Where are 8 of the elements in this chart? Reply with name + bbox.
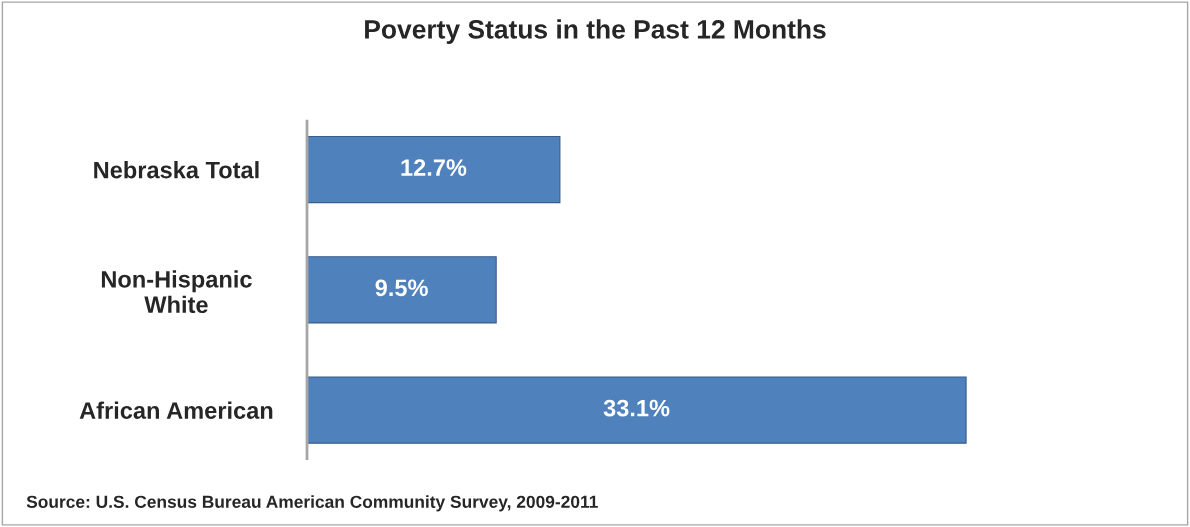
data-label: 9.5%: [375, 279, 428, 297]
y-tick-label: Non-Hispanic White: [101, 270, 252, 314]
source-note: Source: U.S. Census Bureau American Community Survey, 2009-2011: [26, 495, 598, 512]
chart-title: Poverty Status in the Past 12 Months: [365, 19, 826, 44]
y-tick-label: African American: [79, 401, 273, 419]
y-tick-label: Nebraska Total: [94, 161, 259, 179]
data-label: 12.7%: [401, 159, 467, 176]
data-label: 33.1%: [603, 399, 670, 417]
